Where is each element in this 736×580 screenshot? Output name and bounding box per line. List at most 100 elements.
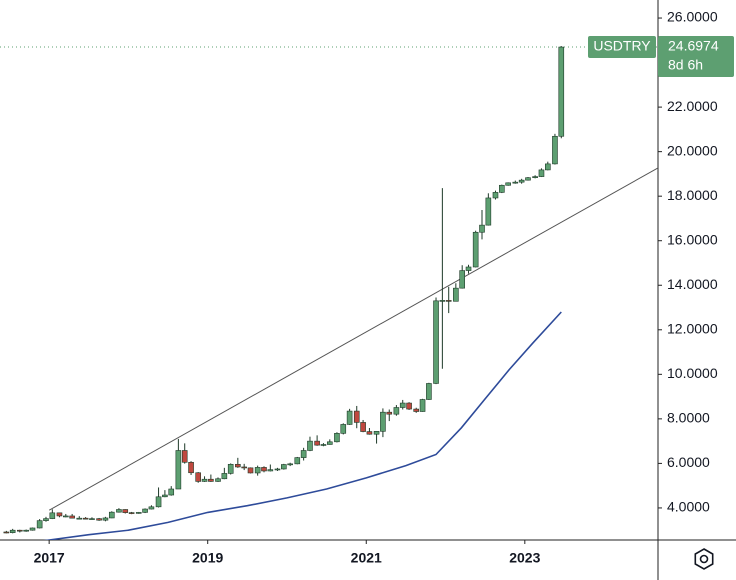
y-tick-label: 12.0000: [667, 320, 718, 336]
candle-body: [188, 461, 194, 474]
candle-body: [168, 488, 175, 496]
candle-body: [459, 270, 465, 289]
candle-body: [386, 411, 393, 415]
candle-body: [76, 517, 83, 520]
y-tick-label: 10.0000: [667, 365, 718, 381]
candle-body: [353, 410, 360, 423]
candle-body: [465, 266, 472, 271]
candle-body: [9, 529, 16, 533]
candle-body: [439, 300, 446, 302]
candle-body: [267, 469, 274, 472]
candle-body: [155, 496, 162, 508]
candle-body: [287, 463, 293, 466]
candle-body: [241, 466, 247, 469]
candle-body: [413, 408, 420, 412]
candle-body: [453, 287, 459, 302]
candle-body: [505, 182, 511, 186]
settings-icon[interactable]: [694, 548, 714, 570]
candle-body: [340, 424, 347, 434]
trendline: [48, 167, 658, 511]
candle-body: [122, 509, 129, 513]
y-tick-label: 14.0000: [667, 276, 718, 292]
y-tick-label: 20.0000: [667, 142, 718, 158]
candle-body: [281, 464, 287, 470]
candle-body: [366, 431, 373, 435]
candle-body: [208, 478, 214, 482]
y-tick-label: 8.0000: [667, 410, 710, 426]
candle-body: [135, 512, 142, 514]
candle-body: [195, 472, 201, 482]
candle-body: [485, 197, 492, 226]
candle-body: [175, 450, 182, 490]
symbol-label: USDTRY: [593, 38, 651, 54]
candle-body: [23, 529, 29, 532]
candle-body: [326, 441, 333, 445]
candle-body: [346, 410, 353, 425]
y-tick-label: 26.0000: [667, 9, 718, 25]
candle-body: [62, 515, 69, 518]
candle-body: [227, 463, 234, 474]
candle-body: [96, 518, 102, 521]
candle-body: [479, 224, 485, 233]
candle-body: [307, 440, 313, 451]
price-tag: [658, 36, 734, 78]
candle-body: [82, 517, 89, 520]
candle-body: [274, 468, 281, 471]
y-tick-label: 22.0000: [667, 98, 718, 114]
candle-body: [89, 518, 95, 520]
candle-body: [334, 433, 340, 443]
y-tick-label: 6.0000: [667, 454, 710, 470]
candle-body: [17, 529, 23, 532]
candle-body: [558, 46, 565, 137]
x-tick-label: 2021: [351, 550, 382, 566]
candle-body: [116, 509, 122, 513]
candle-body: [406, 402, 412, 410]
candle-body: [221, 473, 228, 480]
x-tick-label: 2019: [192, 550, 223, 566]
candle-body: [426, 383, 432, 400]
x-tick-label: 2023: [509, 550, 540, 566]
candle-body: [294, 457, 301, 465]
candle-body: [320, 444, 327, 446]
plot-area: [0, 46, 658, 540]
candle-body: [181, 450, 188, 463]
candle-body: [108, 511, 115, 519]
candle-body: [235, 463, 241, 468]
icon-dot: [699, 554, 709, 564]
candle-body: [419, 399, 426, 412]
candle-body: [128, 512, 135, 514]
candle-body: [69, 515, 75, 519]
candle-body: [56, 512, 63, 517]
candle-body: [552, 135, 558, 165]
candle-body: [399, 402, 406, 408]
candle-body: [532, 176, 538, 178]
candle-body: [380, 411, 386, 432]
candle-body: [102, 517, 109, 521]
candle-body: [499, 184, 505, 193]
candle-body: [201, 478, 208, 482]
candle-body: [148, 506, 155, 510]
candle-body: [254, 467, 261, 474]
candle-body: [518, 179, 525, 183]
candle-body: [492, 192, 499, 199]
candle-body: [162, 494, 168, 498]
candle-body: [215, 478, 221, 482]
candle-body: [545, 163, 551, 171]
y-tick-label: 16.0000: [667, 231, 718, 247]
candle-body: [261, 467, 267, 472]
candle-body: [525, 177, 531, 181]
candle-body: [247, 467, 254, 474]
symbol-tag: [588, 36, 656, 59]
price-label: 24.6974: [668, 38, 719, 54]
candle-body: [512, 181, 519, 184]
candle-body: [472, 231, 479, 268]
moving-average: [43, 311, 562, 540]
x-tick-label: 2017: [34, 550, 65, 566]
candle-body: [49, 512, 56, 519]
candle-body: [393, 407, 400, 415]
candle-body: [43, 518, 49, 521]
candle-body: [3, 531, 10, 534]
candle-body: [36, 520, 43, 529]
countdown-label: 8d 6h: [668, 57, 703, 73]
